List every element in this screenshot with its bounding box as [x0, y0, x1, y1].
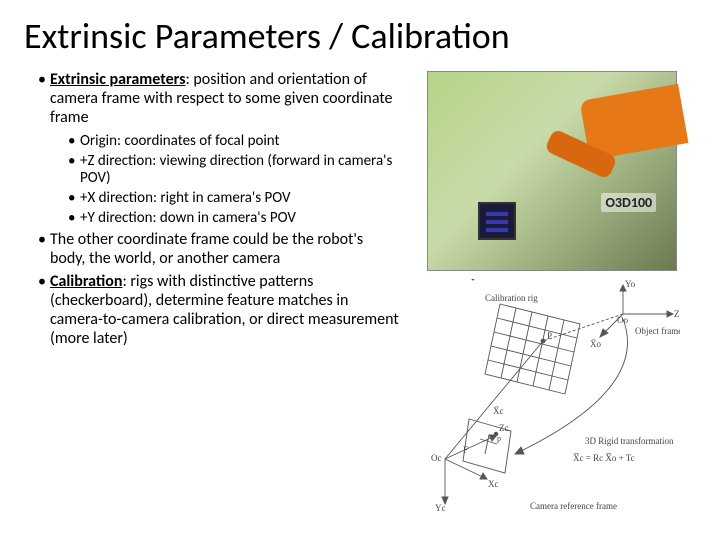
label-cam-ref: Camera reference frame — [530, 501, 617, 511]
robot-model-label: O3D100 — [601, 193, 656, 212]
content-row: Extrinsic parameters: position and orien… — [24, 71, 696, 540]
image-column: O3D100 — [408, 71, 696, 540]
label-zc: Zc — [499, 423, 509, 433]
calibration-diagram: Oo Zo Yo X̄o Object frame Calibration ri… — [425, 279, 680, 514]
label-oc: Oc — [431, 453, 442, 463]
label-oo: Oo — [617, 315, 628, 325]
bullet-1-term: Extrinsic parameters — [50, 70, 186, 89]
label-obj-frame: Object frame — [635, 326, 680, 336]
bullet-3-term: Calibration — [50, 272, 122, 291]
sub-bullet-3: +X direction: right in camera's POV — [68, 190, 400, 208]
sub-bullet-1: Origin: coordinates of focal point — [68, 133, 400, 151]
slide-title: Extrinsic Parameters / Calibration — [24, 16, 696, 57]
label-xc: Xc — [488, 479, 499, 489]
bullet-list: Extrinsic parameters: position and orien… — [24, 71, 400, 348]
calibration-target-icon — [478, 202, 516, 240]
label-xo-vec: X̄o — [590, 339, 601, 349]
label-zo: Zo — [674, 309, 680, 319]
bullet-2: The other coordinate frame could be the … — [38, 231, 400, 269]
robot-photo: O3D100 — [427, 71, 677, 271]
bullet-1: Extrinsic parameters: position and orien… — [38, 71, 400, 227]
label-calib-rig: Calibration rig — [485, 293, 538, 303]
sub-bullet-2: +Z direction: viewing direction (forward… — [68, 153, 400, 188]
label-eq: X̅c = Rc X̅o + Tc — [573, 453, 635, 463]
label-rigid: 3D Rigid transformation — [585, 436, 674, 446]
label-p-small: p — [497, 434, 501, 443]
label-yo: Yo — [625, 279, 636, 289]
label-f: F — [463, 445, 468, 455]
text-column: Extrinsic parameters: position and orien… — [24, 71, 400, 540]
label-xc-vec: X̄c — [493, 406, 504, 416]
label-p: P — [547, 331, 552, 341]
sub-list-1: Origin: coordinates of focal point +Z di… — [50, 133, 400, 227]
label-yc: Yc — [435, 503, 446, 513]
bullet-3: Calibration: rigs with distinctive patte… — [38, 273, 400, 349]
sub-bullet-4: +Y direction: down in camera's POV — [68, 210, 400, 228]
